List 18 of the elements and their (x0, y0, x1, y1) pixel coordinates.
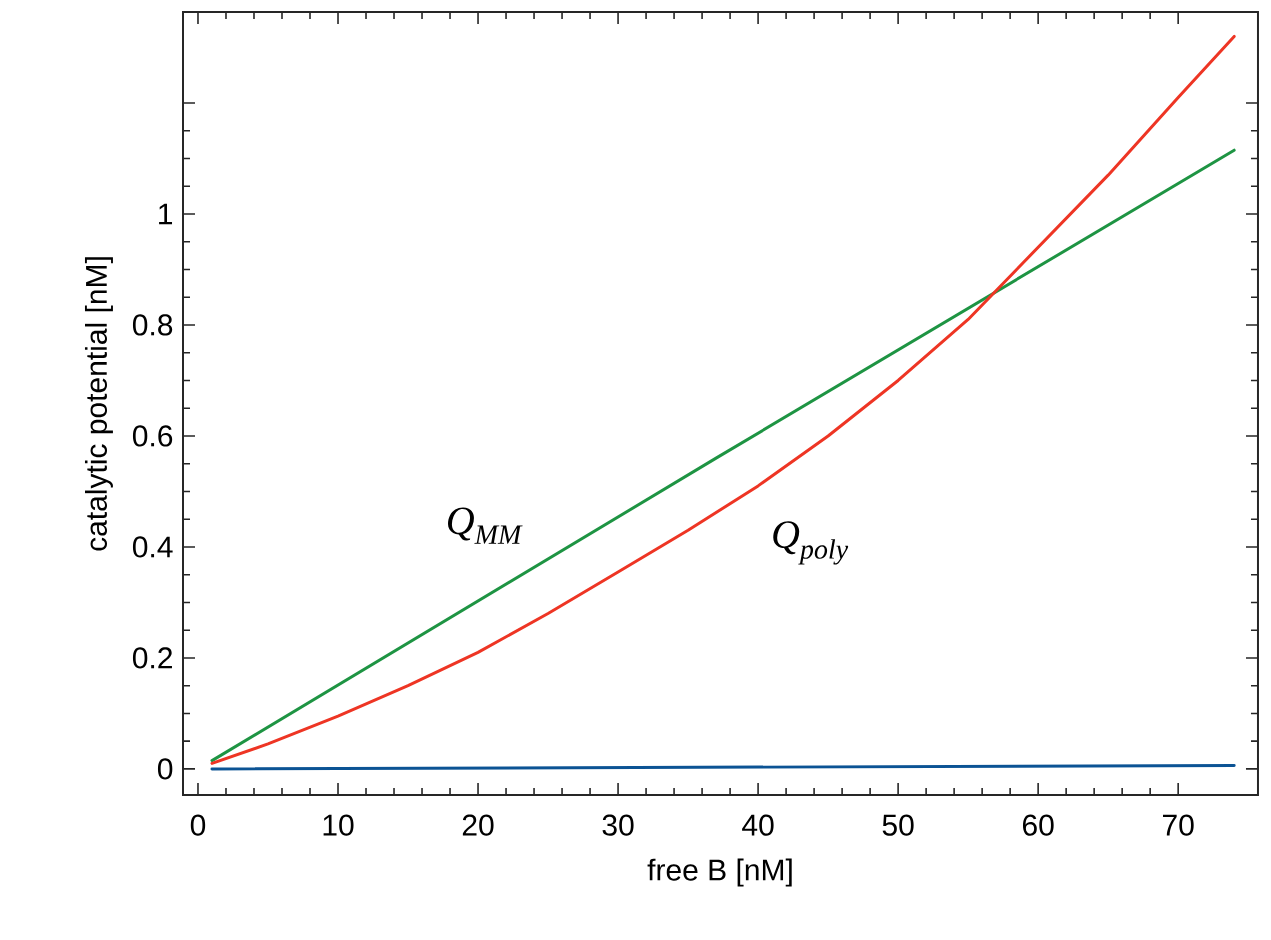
y-tick-label: 0.6 (132, 425, 173, 447)
y-tick-label: 0 (157, 758, 173, 780)
x-tick-label: 70 (1163, 814, 1194, 836)
x-tick-label: 20 (462, 814, 494, 836)
x-tick-label: 40 (742, 814, 774, 836)
x-tick-label: 50 (882, 814, 914, 836)
y-tick-label: 0.4 (132, 536, 173, 558)
y-tick-label: 1 (159, 203, 173, 225)
x-tick-label: 10 (323, 814, 354, 836)
x-tick-label: 0 (190, 814, 206, 836)
y-tick-label: 0.2 (132, 647, 172, 669)
series-label: Q$_{MM}$ (448, 507, 523, 544)
y-axis-title: catalytic potential [nM] (84, 257, 113, 551)
series-label: Q$_{poly}$ (773, 521, 849, 565)
x-tick-label: 30 (602, 814, 634, 836)
x-axis-title: free B [nM] (647, 858, 792, 887)
y-tick-label: 0.8 (132, 314, 173, 336)
x-tick-label: 60 (1022, 814, 1054, 836)
